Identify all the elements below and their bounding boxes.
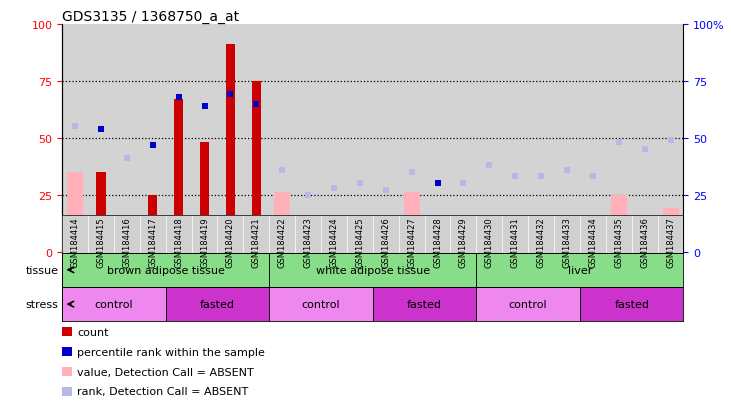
Text: control: control — [302, 299, 341, 309]
Text: GSM184420: GSM184420 — [226, 217, 235, 268]
Bar — [300, 240, 316, 252]
Text: value, Detection Call = ABSENT: value, Detection Call = ABSENT — [77, 367, 254, 377]
Bar — [404, 193, 420, 252]
Text: GSM184424: GSM184424 — [330, 217, 338, 268]
Text: GSM184437: GSM184437 — [666, 217, 675, 268]
Bar — [200, 143, 209, 252]
Text: GSM184428: GSM184428 — [433, 217, 442, 268]
Text: GSM184432: GSM184432 — [537, 217, 545, 268]
Text: stress: stress — [26, 299, 58, 309]
Text: GSM184418: GSM184418 — [174, 217, 183, 268]
Bar — [580, 287, 683, 321]
Bar — [166, 287, 269, 321]
Bar — [269, 253, 477, 287]
Text: fasted: fasted — [614, 299, 649, 309]
Bar — [378, 222, 394, 252]
Text: brown adipose tissue: brown adipose tissue — [107, 265, 224, 275]
Text: GSM184431: GSM184431 — [511, 217, 520, 268]
Bar — [62, 253, 269, 287]
Bar — [585, 236, 601, 252]
Text: fasted: fasted — [407, 299, 442, 309]
Text: count: count — [77, 327, 109, 337]
Text: percentile rank within the sample: percentile rank within the sample — [77, 347, 265, 357]
Text: GSM184423: GSM184423 — [303, 217, 313, 268]
Bar — [67, 173, 83, 252]
Text: control: control — [94, 299, 133, 309]
Text: GSM184426: GSM184426 — [382, 217, 390, 268]
Bar — [274, 193, 290, 252]
Bar — [352, 229, 368, 252]
Text: GSM184414: GSM184414 — [71, 217, 80, 268]
Bar — [326, 229, 342, 252]
Bar — [148, 195, 157, 252]
Text: fasted: fasted — [200, 299, 235, 309]
Text: GSM184434: GSM184434 — [588, 217, 597, 268]
Bar — [507, 225, 523, 252]
Bar — [433, 227, 442, 252]
Text: tissue: tissue — [26, 265, 58, 275]
Text: white adipose tissue: white adipose tissue — [316, 265, 430, 275]
Bar — [174, 100, 183, 252]
Bar — [662, 209, 678, 252]
Text: GSM184415: GSM184415 — [96, 217, 105, 268]
Text: GSM184427: GSM184427 — [407, 217, 416, 268]
Text: GSM184421: GSM184421 — [251, 217, 261, 268]
Bar — [119, 222, 135, 252]
Bar — [559, 227, 575, 252]
Text: GSM184433: GSM184433 — [562, 217, 572, 268]
Bar — [373, 287, 477, 321]
Text: GSM184422: GSM184422 — [278, 217, 287, 268]
Text: GSM184429: GSM184429 — [459, 217, 468, 268]
Text: GSM184430: GSM184430 — [485, 217, 494, 268]
Bar — [96, 173, 105, 252]
Text: rank, Detection Call = ABSENT: rank, Detection Call = ABSENT — [77, 387, 249, 396]
Bar — [610, 195, 626, 252]
Text: GSM184436: GSM184436 — [640, 217, 649, 268]
Text: GSM184435: GSM184435 — [614, 217, 624, 268]
Bar — [477, 253, 683, 287]
Text: GSM184417: GSM184417 — [148, 217, 157, 268]
Text: GDS3135 / 1368750_a_at: GDS3135 / 1368750_a_at — [62, 10, 239, 24]
Bar — [477, 287, 580, 321]
Bar — [62, 287, 166, 321]
Text: GSM184425: GSM184425 — [355, 217, 364, 268]
Bar — [481, 222, 497, 252]
Text: control: control — [509, 299, 548, 309]
Bar — [533, 227, 549, 252]
Text: liver: liver — [568, 265, 592, 275]
Bar — [455, 220, 471, 252]
Bar — [637, 220, 653, 252]
Text: GSM184416: GSM184416 — [122, 217, 132, 268]
Text: GSM184419: GSM184419 — [200, 217, 209, 268]
Bar — [251, 81, 261, 252]
Bar — [269, 287, 373, 321]
Bar — [226, 45, 235, 252]
